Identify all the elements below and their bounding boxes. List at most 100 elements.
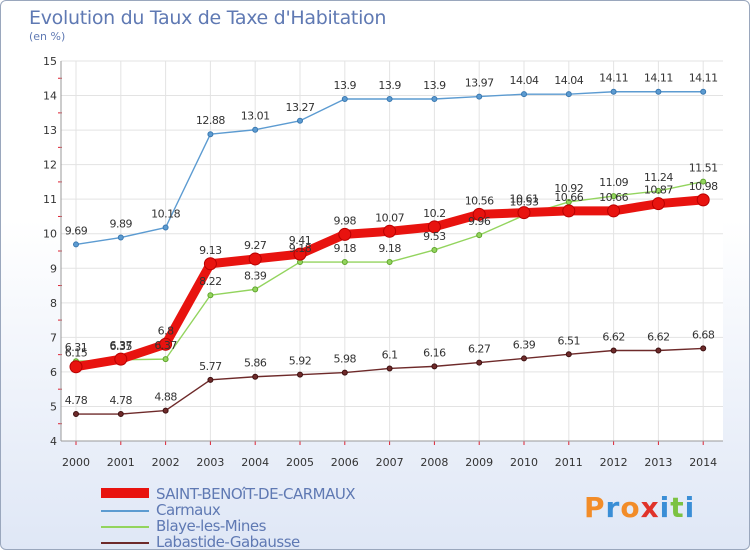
plot-area	[61, 61, 723, 441]
x-tick-label: 2014	[689, 456, 717, 469]
data-label-2: 8.39	[244, 269, 267, 282]
data-label-1: 14.11	[599, 72, 628, 85]
series-point-2	[655, 187, 662, 194]
y-tick-label: 11	[43, 193, 57, 206]
series-point-3	[565, 351, 572, 358]
series-point-1	[252, 126, 259, 133]
x-tick-label: 2011	[555, 456, 583, 469]
series-point-1	[610, 88, 617, 95]
series-point-1	[297, 117, 303, 124]
series-point-2	[431, 246, 438, 253]
series-point-0	[696, 193, 710, 207]
data-label-0: 10.98	[689, 180, 718, 193]
y-tick-label: 10	[43, 228, 57, 241]
logo-letter: i	[684, 491, 696, 524]
data-label-3: 4.78	[65, 394, 88, 407]
legend-label-0: SAINT-BENOîT-DE-CARMAUX	[156, 485, 356, 503]
data-label-0: 6.15	[65, 347, 88, 360]
series-point-3	[700, 345, 707, 352]
series-point-3	[655, 347, 662, 354]
series-point-0	[203, 257, 217, 271]
data-label-1: 14.11	[689, 72, 718, 85]
series-point-1	[521, 91, 527, 98]
data-label-2: 10.53	[510, 195, 539, 208]
data-label-2: 6.37	[154, 339, 177, 352]
series-point-0	[427, 220, 441, 234]
data-label-3: 6.62	[602, 330, 625, 343]
x-tick-label: 2013	[644, 456, 672, 469]
legend-swatch-1	[101, 510, 149, 512]
series-point-3	[341, 369, 348, 376]
series-point-0	[472, 207, 486, 221]
data-label-0: 6.37	[110, 339, 133, 352]
x-tick-label: 2007	[376, 456, 404, 469]
data-label-3: 6.27	[468, 343, 491, 356]
series-layer	[69, 88, 710, 418]
series-point-3	[476, 359, 483, 366]
series-point-0	[159, 337, 173, 351]
series-point-2	[162, 356, 169, 363]
series-point-0	[69, 360, 83, 374]
data-label-2: 11.51	[689, 162, 718, 175]
series-point-3	[521, 355, 527, 362]
y-tick-label: 14	[43, 90, 57, 103]
data-label-3: 6.68	[692, 328, 715, 341]
data-label-1: 14.04	[510, 74, 539, 87]
x-tick-label: 2004	[241, 456, 269, 469]
y-tick-label: 8	[50, 297, 57, 310]
series-point-0	[248, 252, 262, 266]
series-point-1	[655, 88, 662, 95]
data-label-0: 6.8	[158, 324, 174, 337]
series-point-2	[386, 259, 393, 266]
chart-subtitle: (en %)	[29, 30, 66, 43]
data-label-3: 5.98	[334, 353, 357, 366]
data-label-0: 10.07	[375, 211, 404, 224]
data-label-3: 6.1	[382, 348, 398, 361]
data-label-2: 9.18	[334, 242, 357, 255]
x-tick-label: 2009	[465, 456, 493, 469]
data-label-1: 12.88	[196, 114, 225, 127]
data-label-1: 13.27	[286, 101, 315, 114]
data-label-1: 13.9	[378, 79, 401, 92]
axis-layer: 4 5 6 7 8 9 10 11 12 13 14 15 2000 2001 2002 2003 2004 20…	[43, 55, 723, 469]
data-label-0: 9.41	[289, 234, 312, 247]
data-label-3: 4.78	[110, 394, 133, 407]
proxiti-logo: Proxiti	[584, 491, 695, 524]
series-point-1	[565, 91, 572, 98]
series-point-1	[207, 131, 214, 138]
legend-swatch-3	[101, 542, 149, 544]
legend-swatch-2	[101, 526, 149, 528]
series-point-1	[431, 96, 438, 102]
data-label-3: 5.77	[199, 360, 222, 373]
y-tick-label: 4	[50, 435, 57, 448]
series-point-0	[383, 224, 397, 238]
data-label-0: 10.66	[599, 191, 628, 204]
series-point-1	[700, 88, 707, 95]
data-label-1: 13.9	[334, 79, 357, 92]
series-point-0	[517, 206, 531, 220]
series-point-2	[476, 232, 483, 239]
data-label-0: 10.56	[465, 194, 494, 207]
series-point-0	[562, 204, 576, 218]
series-point-1	[162, 224, 169, 231]
data-label-3: 6.16	[423, 346, 446, 359]
series-point-3	[73, 411, 79, 418]
y-tick-label: 15	[43, 55, 57, 68]
data-label-3: 4.88	[154, 391, 177, 404]
x-tick-label: 2002	[152, 456, 180, 469]
x-tick-label: 2003	[196, 456, 224, 469]
series-point-0	[293, 247, 307, 261]
legend-label-2: Blaye-les-Mines	[156, 517, 266, 535]
series-point-3	[117, 411, 124, 418]
y-tick-label: 5	[50, 400, 57, 413]
logo-letter: o	[620, 491, 641, 524]
data-label-0: 9.27	[244, 239, 267, 252]
data-label-3: 5.92	[289, 355, 312, 368]
series-point-3	[431, 363, 438, 370]
x-tick-label: 2012	[600, 456, 628, 469]
series-point-2	[252, 286, 259, 293]
data-label-1: 13.01	[241, 110, 270, 123]
series-point-1	[386, 96, 393, 102]
x-tick-label: 2008	[420, 456, 448, 469]
